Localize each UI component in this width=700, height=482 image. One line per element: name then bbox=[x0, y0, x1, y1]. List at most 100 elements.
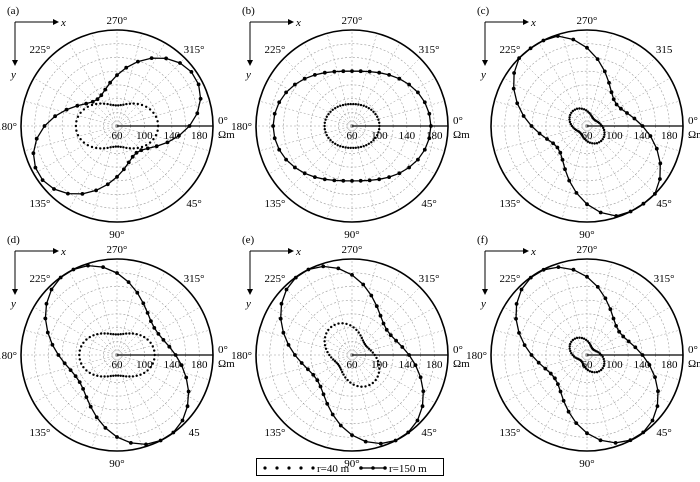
point-r150 bbox=[625, 111, 629, 115]
r-tick-label: 100 bbox=[606, 359, 623, 371]
grid-spoke bbox=[326, 33, 353, 127]
polar-panel-1: (a) x y 0° 45° 90° 135° 180° 225° 270° 315° Ωm 60 100… bbox=[0, 5, 235, 241]
point-r150 bbox=[149, 56, 154, 60]
point-r40 bbox=[372, 110, 375, 114]
point-r40 bbox=[352, 146, 355, 150]
grid-spoke bbox=[48, 57, 118, 127]
grid-spoke bbox=[326, 354, 353, 448]
point-r40 bbox=[128, 102, 132, 105]
r-tick-label: 60 bbox=[112, 130, 124, 142]
point-r150 bbox=[585, 431, 589, 436]
point-r40 bbox=[578, 336, 581, 339]
radial-unit: Ωm bbox=[453, 129, 470, 141]
point-r150 bbox=[145, 146, 150, 151]
point-r150 bbox=[103, 426, 108, 430]
point-r40 bbox=[75, 129, 78, 132]
point-r150 bbox=[545, 137, 549, 141]
theta-tick-label: 270° bbox=[107, 15, 128, 27]
point-r150 bbox=[416, 157, 420, 162]
grid-spoke bbox=[351, 100, 445, 127]
theta-tick-label: 315° bbox=[419, 44, 440, 56]
theta-tick-label: 90° bbox=[344, 458, 359, 470]
point-r40 bbox=[376, 115, 379, 119]
point-r150 bbox=[413, 363, 418, 367]
grid-spoke bbox=[268, 306, 353, 356]
point-r40 bbox=[569, 113, 572, 117]
grid-spoke bbox=[586, 271, 636, 356]
point-r150 bbox=[108, 80, 112, 85]
point-r40 bbox=[117, 104, 120, 107]
point-r40 bbox=[122, 332, 125, 336]
point-r40 bbox=[74, 124, 78, 128]
point-r150 bbox=[640, 124, 645, 128]
point-r150 bbox=[161, 338, 166, 342]
point-r40 bbox=[580, 336, 584, 340]
point-r40 bbox=[371, 351, 374, 354]
theta-tick-label: 315° bbox=[184, 273, 205, 285]
grid-spoke bbox=[586, 306, 671, 356]
grid-spoke bbox=[116, 354, 186, 424]
theta-tick-label: 135° bbox=[29, 427, 50, 439]
point-r150 bbox=[397, 76, 402, 81]
point-r40 bbox=[99, 102, 102, 105]
point-r150 bbox=[52, 187, 56, 191]
point-r40 bbox=[369, 349, 372, 352]
point-r40 bbox=[568, 120, 572, 124]
grid-spoke bbox=[586, 100, 680, 127]
point-r40 bbox=[569, 349, 572, 353]
point-r40 bbox=[352, 326, 355, 329]
point-r150 bbox=[655, 404, 660, 408]
grid-spoke bbox=[33, 306, 118, 356]
grid-spoke bbox=[351, 125, 445, 152]
theta-tick-label: 180° bbox=[231, 350, 252, 362]
point-r150 bbox=[81, 387, 85, 391]
point-r40 bbox=[599, 123, 602, 126]
grid-spoke bbox=[259, 125, 353, 152]
point-r40 bbox=[114, 374, 118, 377]
grid-spoke bbox=[494, 329, 588, 356]
point-r150 bbox=[278, 316, 283, 321]
point-r150 bbox=[519, 287, 524, 292]
x-axis-label: x bbox=[530, 17, 536, 29]
point-r150 bbox=[416, 90, 420, 95]
grid-spoke bbox=[586, 42, 636, 127]
point-r40 bbox=[568, 347, 571, 350]
point-r150 bbox=[521, 114, 526, 118]
point-r150 bbox=[543, 366, 548, 371]
point-r150 bbox=[186, 389, 191, 394]
point-r40 bbox=[325, 115, 328, 119]
theta-tick-label: 135° bbox=[264, 427, 285, 439]
point-r150 bbox=[277, 147, 282, 152]
point-r40 bbox=[323, 124, 326, 128]
point-r40 bbox=[119, 374, 122, 377]
radial-unit: Ωm bbox=[218, 358, 235, 370]
grid-spoke bbox=[24, 329, 118, 356]
point-r40 bbox=[601, 367, 604, 370]
point-r40 bbox=[599, 139, 603, 143]
theta-tick-label: 270° bbox=[577, 15, 598, 27]
point-r150 bbox=[315, 378, 320, 383]
point-r150 bbox=[322, 70, 327, 75]
grid-spoke bbox=[116, 125, 143, 219]
point-r40 bbox=[571, 353, 574, 357]
point-r150 bbox=[115, 271, 119, 275]
point-r150 bbox=[378, 441, 383, 446]
point-r40 bbox=[371, 381, 374, 385]
point-r40 bbox=[128, 332, 131, 335]
grid-spoke bbox=[259, 329, 353, 356]
point-r150 bbox=[656, 389, 660, 394]
point-r40 bbox=[106, 146, 109, 150]
point-r150 bbox=[42, 124, 47, 128]
point-r150 bbox=[374, 304, 379, 309]
point-r40 bbox=[570, 340, 573, 343]
theta-tick-label: 0° bbox=[218, 344, 228, 356]
point-r40 bbox=[153, 358, 156, 361]
point-r40 bbox=[359, 334, 362, 337]
x-arrow-head bbox=[288, 248, 294, 254]
point-r40 bbox=[86, 105, 90, 109]
point-r40 bbox=[128, 375, 131, 378]
r-tick-label: 180 bbox=[661, 130, 678, 142]
theta-tick-label: 0° bbox=[218, 115, 228, 127]
point-r150 bbox=[177, 133, 181, 138]
point-r40 bbox=[146, 369, 149, 372]
